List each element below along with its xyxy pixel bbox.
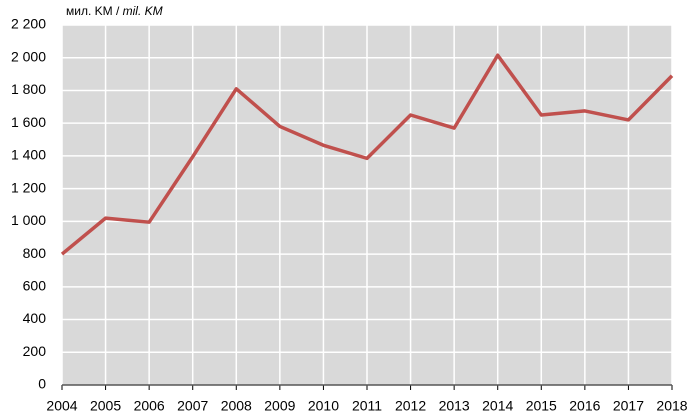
data-line (60, 53, 674, 256)
x-tick-label: 2018 (656, 398, 687, 414)
y-tick-label: 600 (23, 278, 47, 294)
y-tick-label: 400 (23, 310, 47, 326)
y-tick-label: 200 (23, 343, 47, 359)
y-tick-label: 1 800 (11, 81, 46, 97)
x-tick-label: 2016 (569, 398, 600, 414)
x-tick-label: 2010 (308, 398, 339, 414)
y-tick-label: 1 000 (11, 212, 46, 228)
y-tick-label: 2 200 (11, 16, 46, 32)
x-tick-label: 2009 (264, 398, 295, 414)
y-tick-label: 1 400 (11, 147, 46, 163)
x-tick-label: 2008 (221, 398, 252, 414)
y-label-local: мил. KM / (66, 4, 120, 18)
y-tick-label: 1 600 (11, 114, 46, 130)
y-tick-label: 0 (38, 376, 46, 392)
x-tick-label: 2005 (90, 398, 121, 414)
x-tick-label: 2006 (134, 398, 165, 414)
x-tick-label: 2007 (177, 398, 208, 414)
y-tick-label: 800 (23, 245, 47, 261)
x-tick-label: 2014 (482, 398, 513, 414)
y-axis-label: мил. KM / mil. KM (66, 4, 163, 18)
x-tick-label: 2011 (352, 398, 382, 414)
y-tick-label: 1 200 (11, 179, 46, 195)
y-tick-label: 2 000 (11, 48, 46, 64)
x-tick-label: 2015 (526, 398, 557, 414)
x-tick-label: 2012 (395, 398, 426, 414)
x-tick-label: 2017 (613, 398, 644, 414)
x-tick-label: 2004 (46, 398, 77, 414)
y-label-en: mil. KM (123, 4, 163, 18)
x-tick-label: 2013 (439, 398, 470, 414)
